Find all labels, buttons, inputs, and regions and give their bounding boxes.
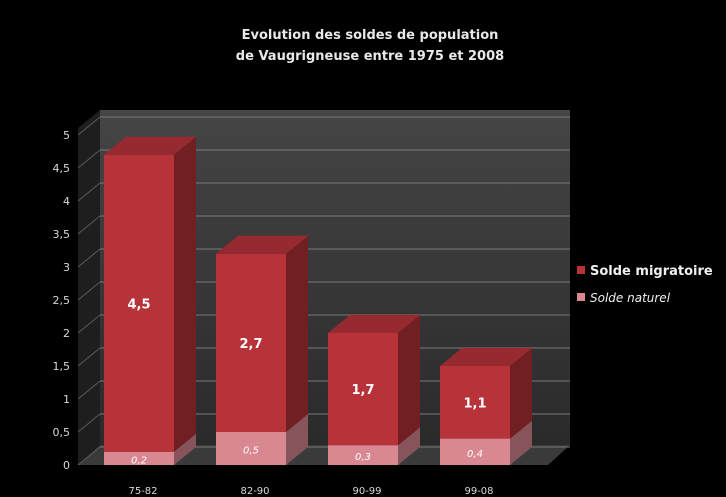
- bar-migratoire-value-label: 2,7: [239, 337, 262, 352]
- y-tick-label: 2: [63, 327, 70, 340]
- bar-naturel-side: [286, 414, 308, 465]
- y-tick-label: 0: [63, 459, 70, 472]
- grid-line-side: [77, 347, 101, 367]
- grid-line-side: [77, 149, 101, 169]
- bar-migratoire-side: [510, 348, 532, 439]
- bar-naturel-front: [328, 445, 398, 465]
- legend-swatch-migratoire: [577, 266, 585, 274]
- y-tick-label: 0,5: [53, 426, 71, 439]
- bar-migratoire: 4,5: [104, 136, 196, 452]
- chart-subtitle: de Vaugrigneuse entre 1975 et 2008: [236, 49, 504, 64]
- x-tick-label: 99-08: [464, 486, 493, 497]
- bar-migratoire-front: [216, 253, 286, 432]
- x-tick-label: 90-99: [352, 486, 381, 497]
- bar-migratoire-side: [398, 315, 420, 446]
- bar-naturel-side: [398, 427, 420, 465]
- bar-migratoire-side: [286, 235, 308, 432]
- grid-line-side: [77, 182, 101, 202]
- grid-line-side: [77, 116, 101, 136]
- y-tick-label: 1,5: [53, 360, 71, 373]
- x-tick-label: 82-90: [240, 486, 269, 497]
- bar-migratoire-side: [174, 136, 196, 452]
- x-tick-label: 75-82: [128, 486, 157, 497]
- bar-migratoire-value-label: 1,1: [463, 396, 486, 411]
- bar-migratoire: 1,7: [328, 315, 420, 446]
- bar-naturel: 0,4: [440, 420, 532, 465]
- y-tick-label: 5: [63, 129, 70, 142]
- bar-migratoire-top: [104, 136, 196, 155]
- legend-swatch-naturel: [577, 293, 585, 301]
- grid-line-side: [77, 314, 101, 334]
- grid-line-side: [77, 380, 101, 400]
- bar-naturel-front: [104, 451, 174, 465]
- bar-naturel: 0,3: [328, 427, 420, 465]
- bar-migratoire-front: [328, 333, 398, 446]
- y-tick-label: 3,5: [53, 228, 71, 241]
- y-axis-ticks: 0 0,5 1 1,5 2 2,5 3 3,5 4 4,5 5: [53, 129, 71, 472]
- bar-naturel: 0,2: [104, 433, 196, 466]
- bar-migratoire-top: [440, 348, 532, 366]
- bar-naturel-value-label: 0,2: [131, 455, 147, 466]
- bar-migratoire-front: [440, 366, 510, 439]
- grid-line-side: [77, 248, 101, 268]
- x-axis-labels: 75-82 82-90 90-99 99-08: [128, 486, 493, 497]
- bar-naturel: 0,5: [216, 414, 308, 465]
- bar-naturel-side: [174, 433, 196, 465]
- bar-naturel-front: [440, 438, 510, 465]
- bar-migratoire-top: [328, 315, 420, 333]
- legend-label-naturel: Solde naturel: [590, 291, 671, 305]
- bar-migratoire-value-label: 1,7: [351, 383, 374, 398]
- chart-title: Evolution des soldes de population: [242, 28, 499, 43]
- grid-line-side: [77, 446, 101, 466]
- bar-migratoire-front: [104, 154, 174, 452]
- grid-line-side: [77, 281, 101, 301]
- bar-migratoire: 1,1: [440, 348, 532, 439]
- y-tick-label: 4,5: [53, 162, 71, 175]
- bar-naturel-front: [216, 432, 286, 465]
- bar-naturel-side: [510, 420, 532, 465]
- y-tick-label: 4: [63, 195, 70, 208]
- grid-line-side: [77, 215, 101, 235]
- side-wall: [78, 110, 100, 465]
- legend: Solde migratoire Solde naturel: [577, 264, 713, 305]
- grid-line-side: [77, 413, 101, 433]
- y-tick-label: 2,5: [53, 294, 71, 307]
- bar-naturel-value-label: 0,4: [467, 449, 483, 460]
- bar-migratoire: 2,7: [216, 235, 308, 432]
- y-tick-label: 1: [63, 393, 70, 406]
- bar-migratoire-top: [216, 235, 308, 254]
- bar-migratoire-value-label: 4,5: [127, 297, 150, 312]
- bars: 0,2 4,5 0,5 2,7 0,3 1,7 0,4 1,1: [104, 136, 532, 466]
- bar-naturel-value-label: 0,3: [355, 452, 371, 463]
- y-tick-label: 3: [63, 261, 70, 274]
- bar-naturel-value-label: 0,5: [243, 446, 259, 457]
- legend-label-migratoire: Solde migratoire: [590, 264, 713, 279]
